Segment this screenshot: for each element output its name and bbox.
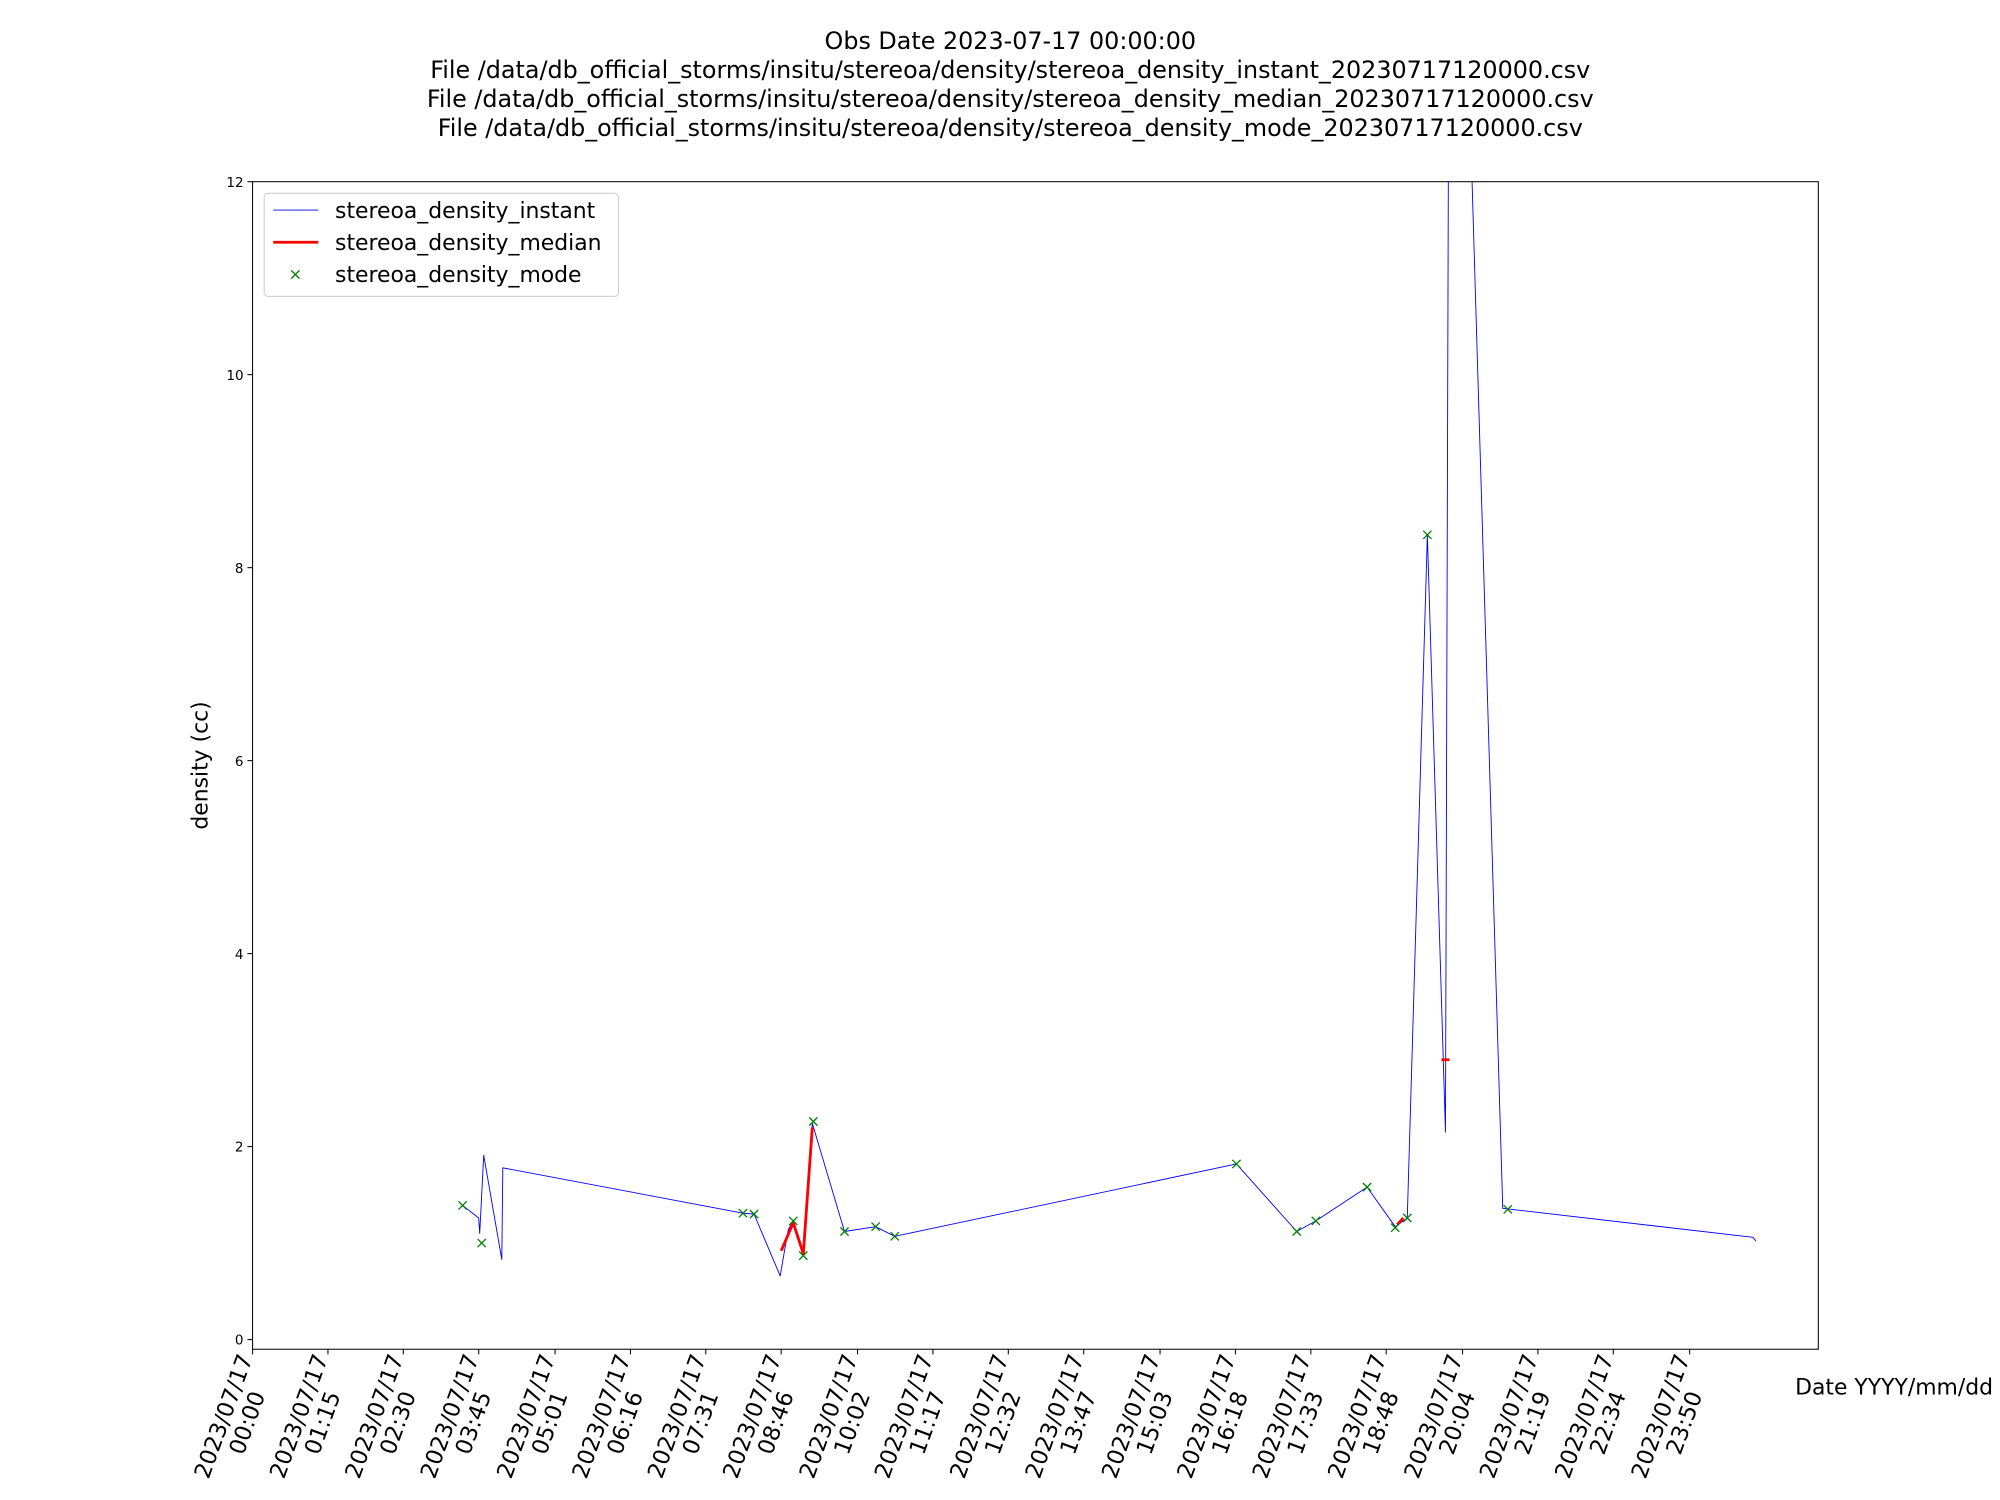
y-tick-label: 2 [235,1140,244,1156]
y-tick-label: 4 [235,947,244,963]
chart-title: File /data/db_official_storms/insitu/ste… [438,114,1583,142]
mode-marker [808,1116,818,1127]
chart-title: File /data/db_official_storms/insitu/ste… [430,56,1590,84]
x-axis-label: Date YYYY/mm/dd [1795,1375,1993,1400]
mode-marker [477,1238,487,1248]
mode-marker [890,1231,900,1241]
legend-box [263,192,620,297]
mode-marker [871,1222,881,1232]
legend-label: stereoa_density_instant [335,199,596,224]
y-tick-label: 6 [235,754,244,770]
legend-swatch [290,269,300,280]
chart-title: Obs Date 2023-07-17 00:00:00 [825,27,1196,55]
mode-marker [1390,1223,1400,1233]
chart-title: File /data/db_official_storms/insitu/ste… [427,85,1594,113]
legend-label: stereoa_density_mode [335,263,581,288]
plot-area [458,181,1757,1277]
mode-marker [1231,1159,1242,1169]
legend-label: stereoa_density_median [335,231,601,256]
mode-marker [738,1208,748,1218]
mode-marker [1362,1182,1372,1192]
mode-marker [458,1200,468,1211]
y-tick-label: 8 [235,561,244,577]
mode-marker [749,1209,759,1219]
mode-marker [788,1216,798,1226]
mode-marker [1422,530,1432,540]
mode-marker [1503,1204,1513,1214]
y-tick-label: 10 [226,368,243,384]
mode-marker [839,1226,850,1237]
series-line [779,1058,1450,1256]
mode-marker [798,1251,808,1261]
y-tick-label: 0 [235,1333,244,1349]
mode-marker [1402,1213,1412,1223]
mode-marker [1311,1216,1321,1226]
y-axis-label: density (cc) [188,701,213,829]
plot-frame [252,181,1819,1350]
y-tick-label: 12 [226,175,243,191]
mode-marker [1292,1226,1302,1237]
